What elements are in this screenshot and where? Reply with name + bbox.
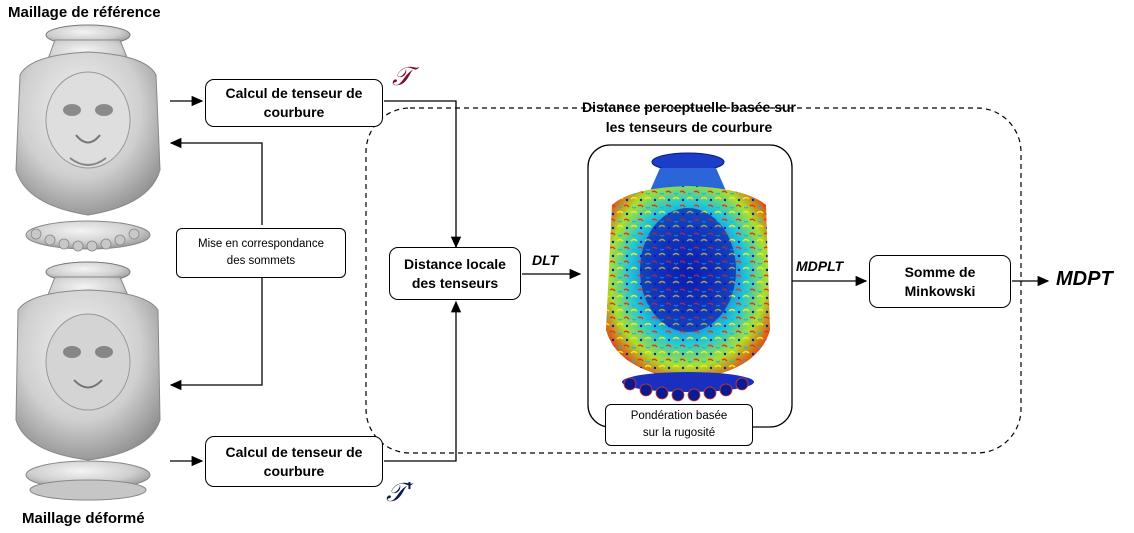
mdpt-label: MDPT [1056, 268, 1113, 291]
perceptual-region-title-line2: les tenseurs de courbure [566, 117, 812, 137]
arrow-matching-to-def [171, 278, 262, 385]
curvature-tensor-box-bottom: Calcul de tenseur de courbure [205, 436, 383, 487]
curvature-top-line2: courbure [226, 103, 363, 122]
roughness-weighting-box: Pondération basée sur la rugosité [605, 404, 753, 446]
arrow-tensor-ref-to-distance [384, 101, 456, 247]
matching-line2: des sommets [198, 253, 324, 270]
reference-mesh-label: Maillage de référence [8, 4, 161, 21]
deformed-mesh-label: Maillage déformé [22, 510, 145, 527]
local-distance-line1: Distance locale [404, 255, 506, 274]
tensor-def-symbol: 𝒯' [386, 478, 413, 509]
tensor-ref-symbol: 𝒯 [392, 62, 412, 93]
arrow-matching-to-ref [171, 143, 262, 225]
curvature-top-line1: Calcul de tenseur de [226, 84, 363, 103]
local-distance-line2: des tenseurs [404, 274, 506, 293]
roughness-line1: Pondération basée [631, 408, 728, 425]
dlt-label: DLT [532, 252, 558, 268]
curvature-tensor-box-top: Calcul de tenseur de courbure [205, 79, 383, 127]
matching-line1: Mise en correspondance [198, 236, 324, 253]
perceptual-region-title-line1: Distance perceptuelle basée sur [566, 97, 812, 117]
minkowski-sum-box: Somme de Minkowski [869, 255, 1011, 308]
curvature-bottom-line2: courbure [226, 462, 363, 481]
local-tensor-distance-box: Distance locale des tenseurs [389, 247, 521, 300]
reference-mesh-image [16, 25, 160, 251]
roughness-line2: sur la rugosité [631, 425, 728, 442]
perceptual-region-title: Distance perceptuelle basée sur les tens… [566, 97, 812, 137]
deformed-mesh-image [16, 262, 160, 500]
minkowski-line2: Minkowski [905, 282, 976, 301]
vertex-matching-box: Mise en correspondance des sommets [176, 228, 346, 278]
arrow-tensor-def-to-distance [384, 302, 456, 461]
curvature-bottom-line1: Calcul de tenseur de [226, 443, 363, 462]
minkowski-line1: Somme de [905, 263, 976, 282]
mdplt-label: MDPLT [796, 258, 843, 274]
